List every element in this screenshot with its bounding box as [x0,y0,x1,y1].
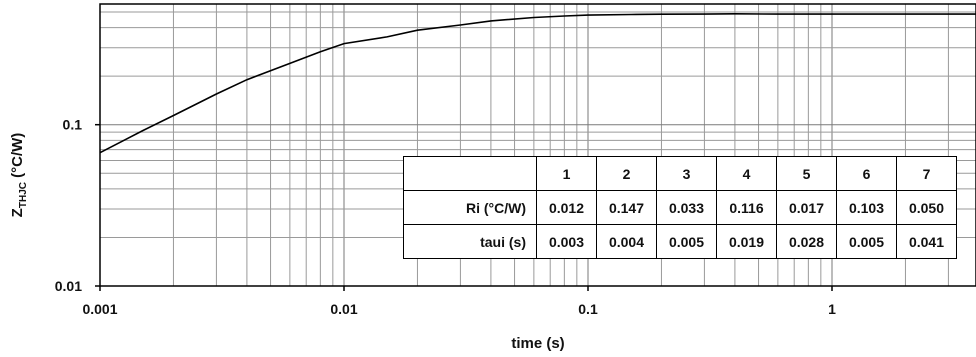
x-tick-labels: 0.001 0.01 0.1 1 [82,301,836,317]
table-cell: 0.012 [536,190,597,225]
table-cell: 0.003 [536,224,597,259]
y-tick-label: 0.01 [55,278,82,294]
y-axis-title-main: Z [9,208,26,217]
x-tick-label: 1 [828,301,836,317]
row-label-taui: taui (s) [403,224,537,259]
table-cell: 0.116 [716,190,777,225]
row-label-ri: Ri (°C/W) [403,190,537,225]
table-cell: 0.004 [596,224,657,259]
table-cell: 0.033 [656,190,717,225]
table-row-taui: taui (s) 0.003 0.004 0.005 0.019 0.028 0… [403,224,957,259]
table-header-cell: 6 [836,156,897,191]
x-axis-title: time (s) [511,335,564,352]
x-tick-label: 0.01 [330,301,357,317]
table-header-cell: 3 [656,156,717,191]
y-axis-title-sub: THJC [18,182,29,208]
y-axis-title-unit: (°C/W) [9,133,26,182]
table-cell: 0.005 [836,224,897,259]
table-cell: 0.147 [596,190,657,225]
y-axis-title: ZTHJC (°C/W) [9,133,29,218]
table-header-cell: 4 [716,156,777,191]
table-cell: 0.103 [836,190,897,225]
table-cell: 0.041 [896,224,957,259]
table-header-cell: 2 [596,156,657,191]
x-tick-label: 0.001 [82,301,117,317]
table-cell: 0.017 [776,190,837,225]
zthjc-curve [99,12,976,154]
y-tick-labels: 0.01 0.1 [55,117,82,294]
table-cell: 0.019 [716,224,777,259]
table-header-row: 1 2 3 4 5 6 7 [403,156,957,191]
table-cell: 0.028 [776,224,837,259]
table-cell: 0.050 [896,190,957,225]
tick-marks [95,123,833,291]
table-corner-cell [403,156,537,191]
y-tick-label: 0.1 [63,117,83,133]
table-cell: 0.005 [656,224,717,259]
table-header-cell: 7 [896,156,957,191]
rc-parameter-table: 1 2 3 4 5 6 7 Ri (°C/W) 0.012 0.147 0.03… [403,156,957,259]
plot-frame [99,3,976,287]
x-tick-label: 0.1 [578,301,598,317]
table-header-cell: 1 [536,156,597,191]
table-row-ri: Ri (°C/W) 0.012 0.147 0.033 0.116 0.017 … [403,190,957,225]
table-header-cell: 5 [776,156,837,191]
